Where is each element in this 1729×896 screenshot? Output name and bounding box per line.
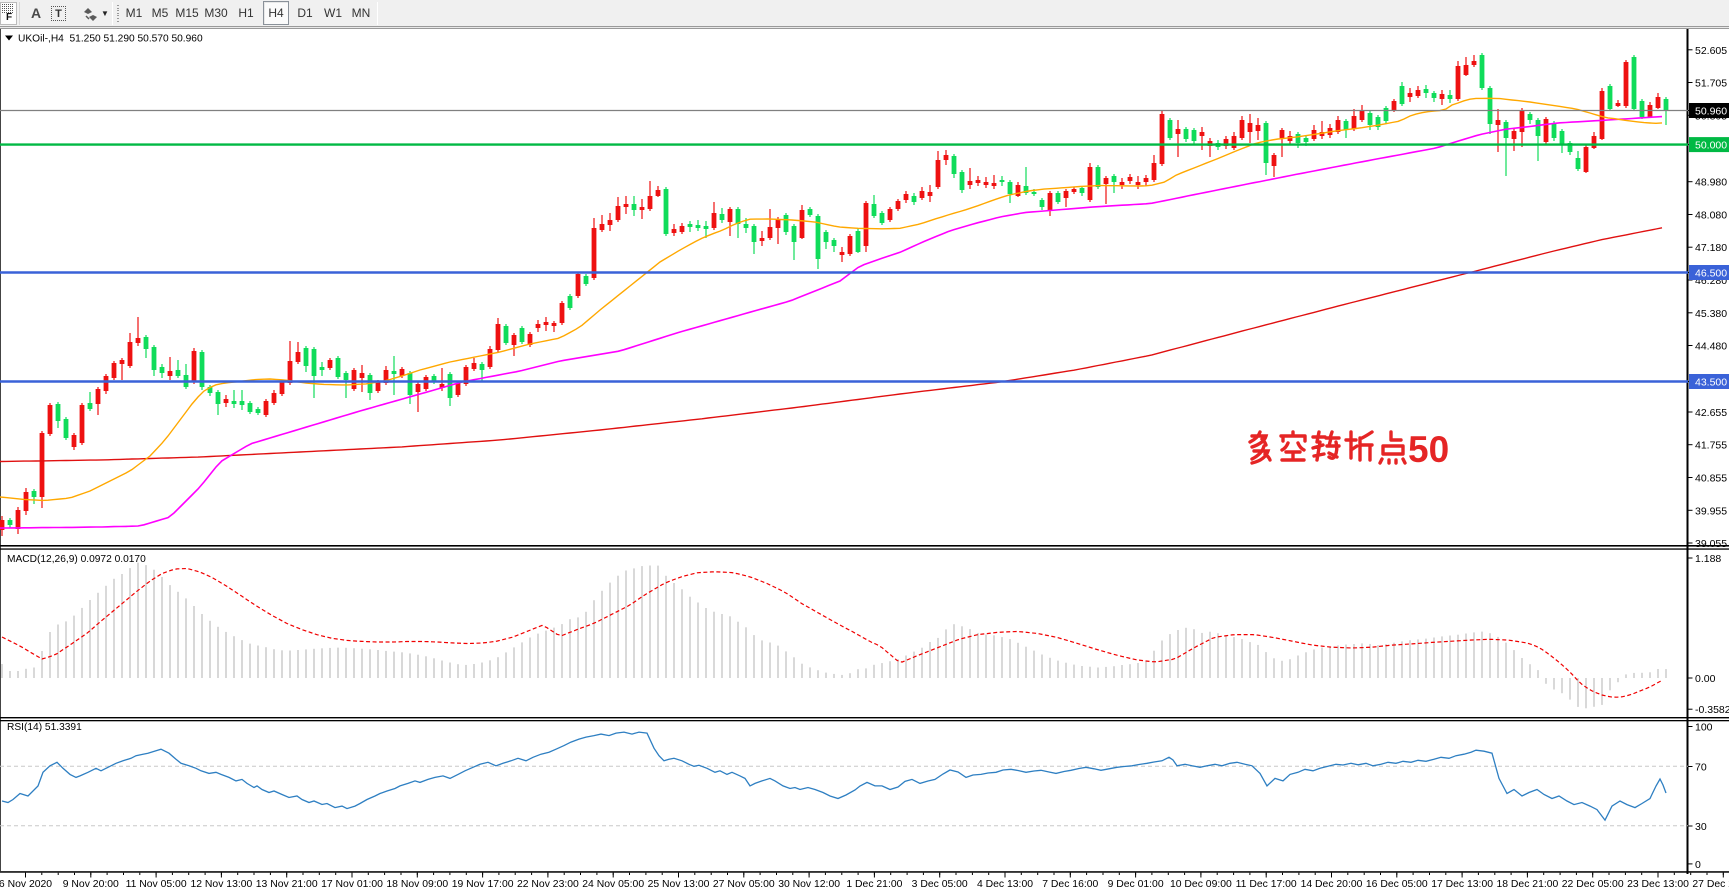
svg-text:18 Dec 21:00: 18 Dec 21:00 xyxy=(1496,879,1558,890)
svg-text:24 Nov 05:00: 24 Nov 05:00 xyxy=(582,879,644,890)
svg-text:4 Dec 13:00: 4 Dec 13:00 xyxy=(977,879,1033,890)
svg-text:6 Nov 2020: 6 Nov 2020 xyxy=(0,879,52,890)
svg-text:41.755: 41.755 xyxy=(1695,440,1727,452)
svg-text:19 Nov 17:00: 19 Nov 17:00 xyxy=(452,879,514,890)
svg-text:22 Dec 05:00: 22 Dec 05:00 xyxy=(1562,879,1624,890)
svg-text:11 Dec 17:00: 11 Dec 17:00 xyxy=(1236,879,1297,890)
svg-text:13 Nov 21:00: 13 Nov 21:00 xyxy=(256,879,318,890)
svg-text:0.00: 0.00 xyxy=(1695,673,1716,685)
svg-text:1.188: 1.188 xyxy=(1695,553,1721,565)
svg-text:17 Nov 01:00: 17 Nov 01:00 xyxy=(321,879,383,890)
svg-text:46.500: 46.500 xyxy=(1695,268,1727,280)
svg-text:-0.3582: -0.3582 xyxy=(1695,704,1729,716)
svg-text:42.655: 42.655 xyxy=(1695,407,1727,419)
svg-text:100: 100 xyxy=(1695,722,1713,734)
svg-text:51.705: 51.705 xyxy=(1695,78,1727,90)
svg-text:1 Dec 21:00: 1 Dec 21:00 xyxy=(846,879,902,890)
svg-text:17 Dec 13:00: 17 Dec 13:00 xyxy=(1431,879,1493,890)
svg-text:27 Dec 23:00: 27 Dec 23:00 xyxy=(1692,879,1729,890)
svg-text:MACD(12,26,9) 0.0972 0.0170: MACD(12,26,9) 0.0972 0.0170 xyxy=(7,554,146,565)
svg-text:52.605: 52.605 xyxy=(1695,45,1727,57)
svg-text:9 Nov 20:00: 9 Nov 20:00 xyxy=(63,879,119,890)
svg-text:70: 70 xyxy=(1695,762,1707,774)
svg-text:3 Dec 05:00: 3 Dec 05:00 xyxy=(912,879,968,890)
svg-text:50.960: 50.960 xyxy=(1695,106,1727,118)
svg-text:25 Nov 13:00: 25 Nov 13:00 xyxy=(648,879,710,890)
svg-text:18 Nov 09:00: 18 Nov 09:00 xyxy=(386,879,448,890)
svg-text:12 Nov 13:00: 12 Nov 13:00 xyxy=(190,879,252,890)
svg-text:30: 30 xyxy=(1695,821,1707,833)
svg-text:48.080: 48.080 xyxy=(1695,210,1727,222)
svg-text:45.380: 45.380 xyxy=(1695,308,1727,320)
svg-text:9 Dec 01:00: 9 Dec 01:00 xyxy=(1108,879,1164,890)
svg-text:14 Dec 20:00: 14 Dec 20:00 xyxy=(1301,879,1363,890)
svg-text:11 Nov 05:00: 11 Nov 05:00 xyxy=(126,879,187,890)
svg-text:0: 0 xyxy=(1695,859,1701,871)
svg-text:16 Dec 05:00: 16 Dec 05:00 xyxy=(1366,879,1428,890)
svg-text:30 Nov 12:00: 30 Nov 12:00 xyxy=(778,879,840,890)
svg-text:44.480: 44.480 xyxy=(1695,341,1727,353)
svg-text:39.955: 39.955 xyxy=(1695,505,1727,517)
svg-text:UKOil-,H4 51.250 51.290 50.57: UKOil-,H4 51.250 51.290 50.570 50.960 xyxy=(18,34,203,45)
svg-text:RSI(14) 51.3391: RSI(14) 51.3391 xyxy=(7,722,82,733)
svg-text:23 Dec 13:00: 23 Dec 13:00 xyxy=(1627,879,1689,890)
svg-text:40.855: 40.855 xyxy=(1695,473,1727,485)
svg-text:47.180: 47.180 xyxy=(1695,242,1727,254)
svg-text:10 Dec 09:00: 10 Dec 09:00 xyxy=(1170,879,1232,890)
svg-text:43.500: 43.500 xyxy=(1695,377,1727,389)
svg-text:48.980: 48.980 xyxy=(1695,177,1727,189)
svg-text:27 Nov 05:00: 27 Nov 05:00 xyxy=(713,879,775,890)
svg-text:50: 50 xyxy=(1408,429,1449,470)
svg-text:22 Nov 23:00: 22 Nov 23:00 xyxy=(517,879,579,890)
svg-text:7 Dec 16:00: 7 Dec 16:00 xyxy=(1042,879,1098,890)
svg-text:50.000: 50.000 xyxy=(1695,140,1727,152)
svg-text:39.055: 39.055 xyxy=(1695,538,1727,550)
